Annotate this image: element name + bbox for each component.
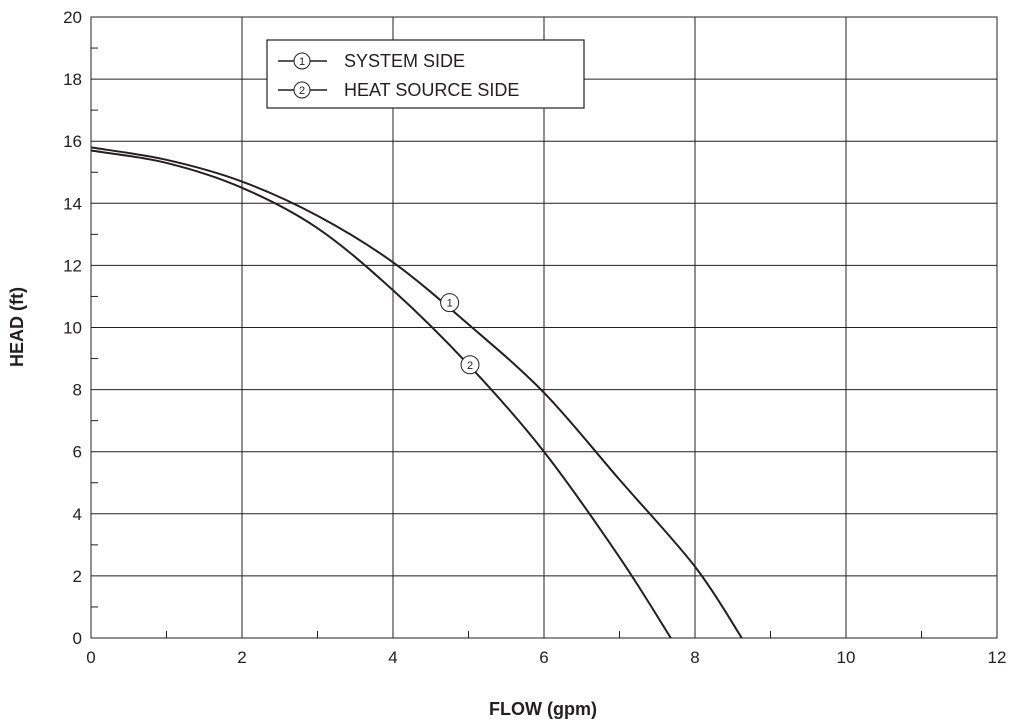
curve-marker-1-number: 1 [447,298,453,310]
legend-entry-system-side: 1 SYSTEM SIDE [278,51,465,71]
x-tick-label: 2 [237,648,246,667]
y-tick-label: 20 [63,8,82,27]
legend-marker-1-icon [293,52,311,70]
y-tick-labels: 0 2 4 6 8 10 12 14 16 18 20 [63,8,82,648]
curve-marker-2-number: 2 [467,360,473,372]
x-tick-label: 10 [837,648,856,667]
y-tick-label: 14 [63,194,82,213]
x-tick-label: 0 [86,648,95,667]
legend-box [266,39,585,109]
y-tick-label: 18 [63,70,82,89]
curve-markers: 12 [440,293,480,375]
y-tick-label: 16 [63,132,82,151]
minor-ticks [91,47,922,638]
x-tick-label: 4 [388,648,397,667]
y-tick-label: 6 [73,443,82,462]
legend-label-heat-source-side: HEAT SOURCE SIDE [344,80,519,100]
y-tick-label: 0 [73,629,82,648]
x-tick-label: 6 [539,648,548,667]
y-axis-title: HEAD (ft) [7,287,27,367]
curve-marker-1-icon [440,293,460,313]
legend-label-system-side: SYSTEM SIDE [344,51,465,71]
y-tick-label: 4 [73,505,82,524]
legend-marker-2-icon [293,81,311,99]
y-tick-label: 12 [63,256,82,275]
x-tick-labels: 0 2 4 6 8 10 12 [86,648,1006,667]
plot-frame [90,16,998,639]
x-tick-label: 8 [690,648,699,667]
legend-entry-heat-source-side: 2 HEAT SOURCE SIDE [278,80,519,100]
x-tick-label: 12 [988,648,1007,667]
curve-marker-2-icon [460,355,480,375]
y-tick-label: 2 [73,567,82,586]
legend-marker-1-number: 1 [299,56,305,68]
y-tick-label: 10 [63,319,82,338]
x-axis-title: FLOW (gpm) [489,699,597,719]
y-tick-label: 8 [73,381,82,400]
series-line-2 [90,149,672,639]
legend: 1 SYSTEM SIDE 2 HEAT SOURCE SIDE [266,39,585,109]
legend-marker-2-number: 2 [299,85,305,97]
